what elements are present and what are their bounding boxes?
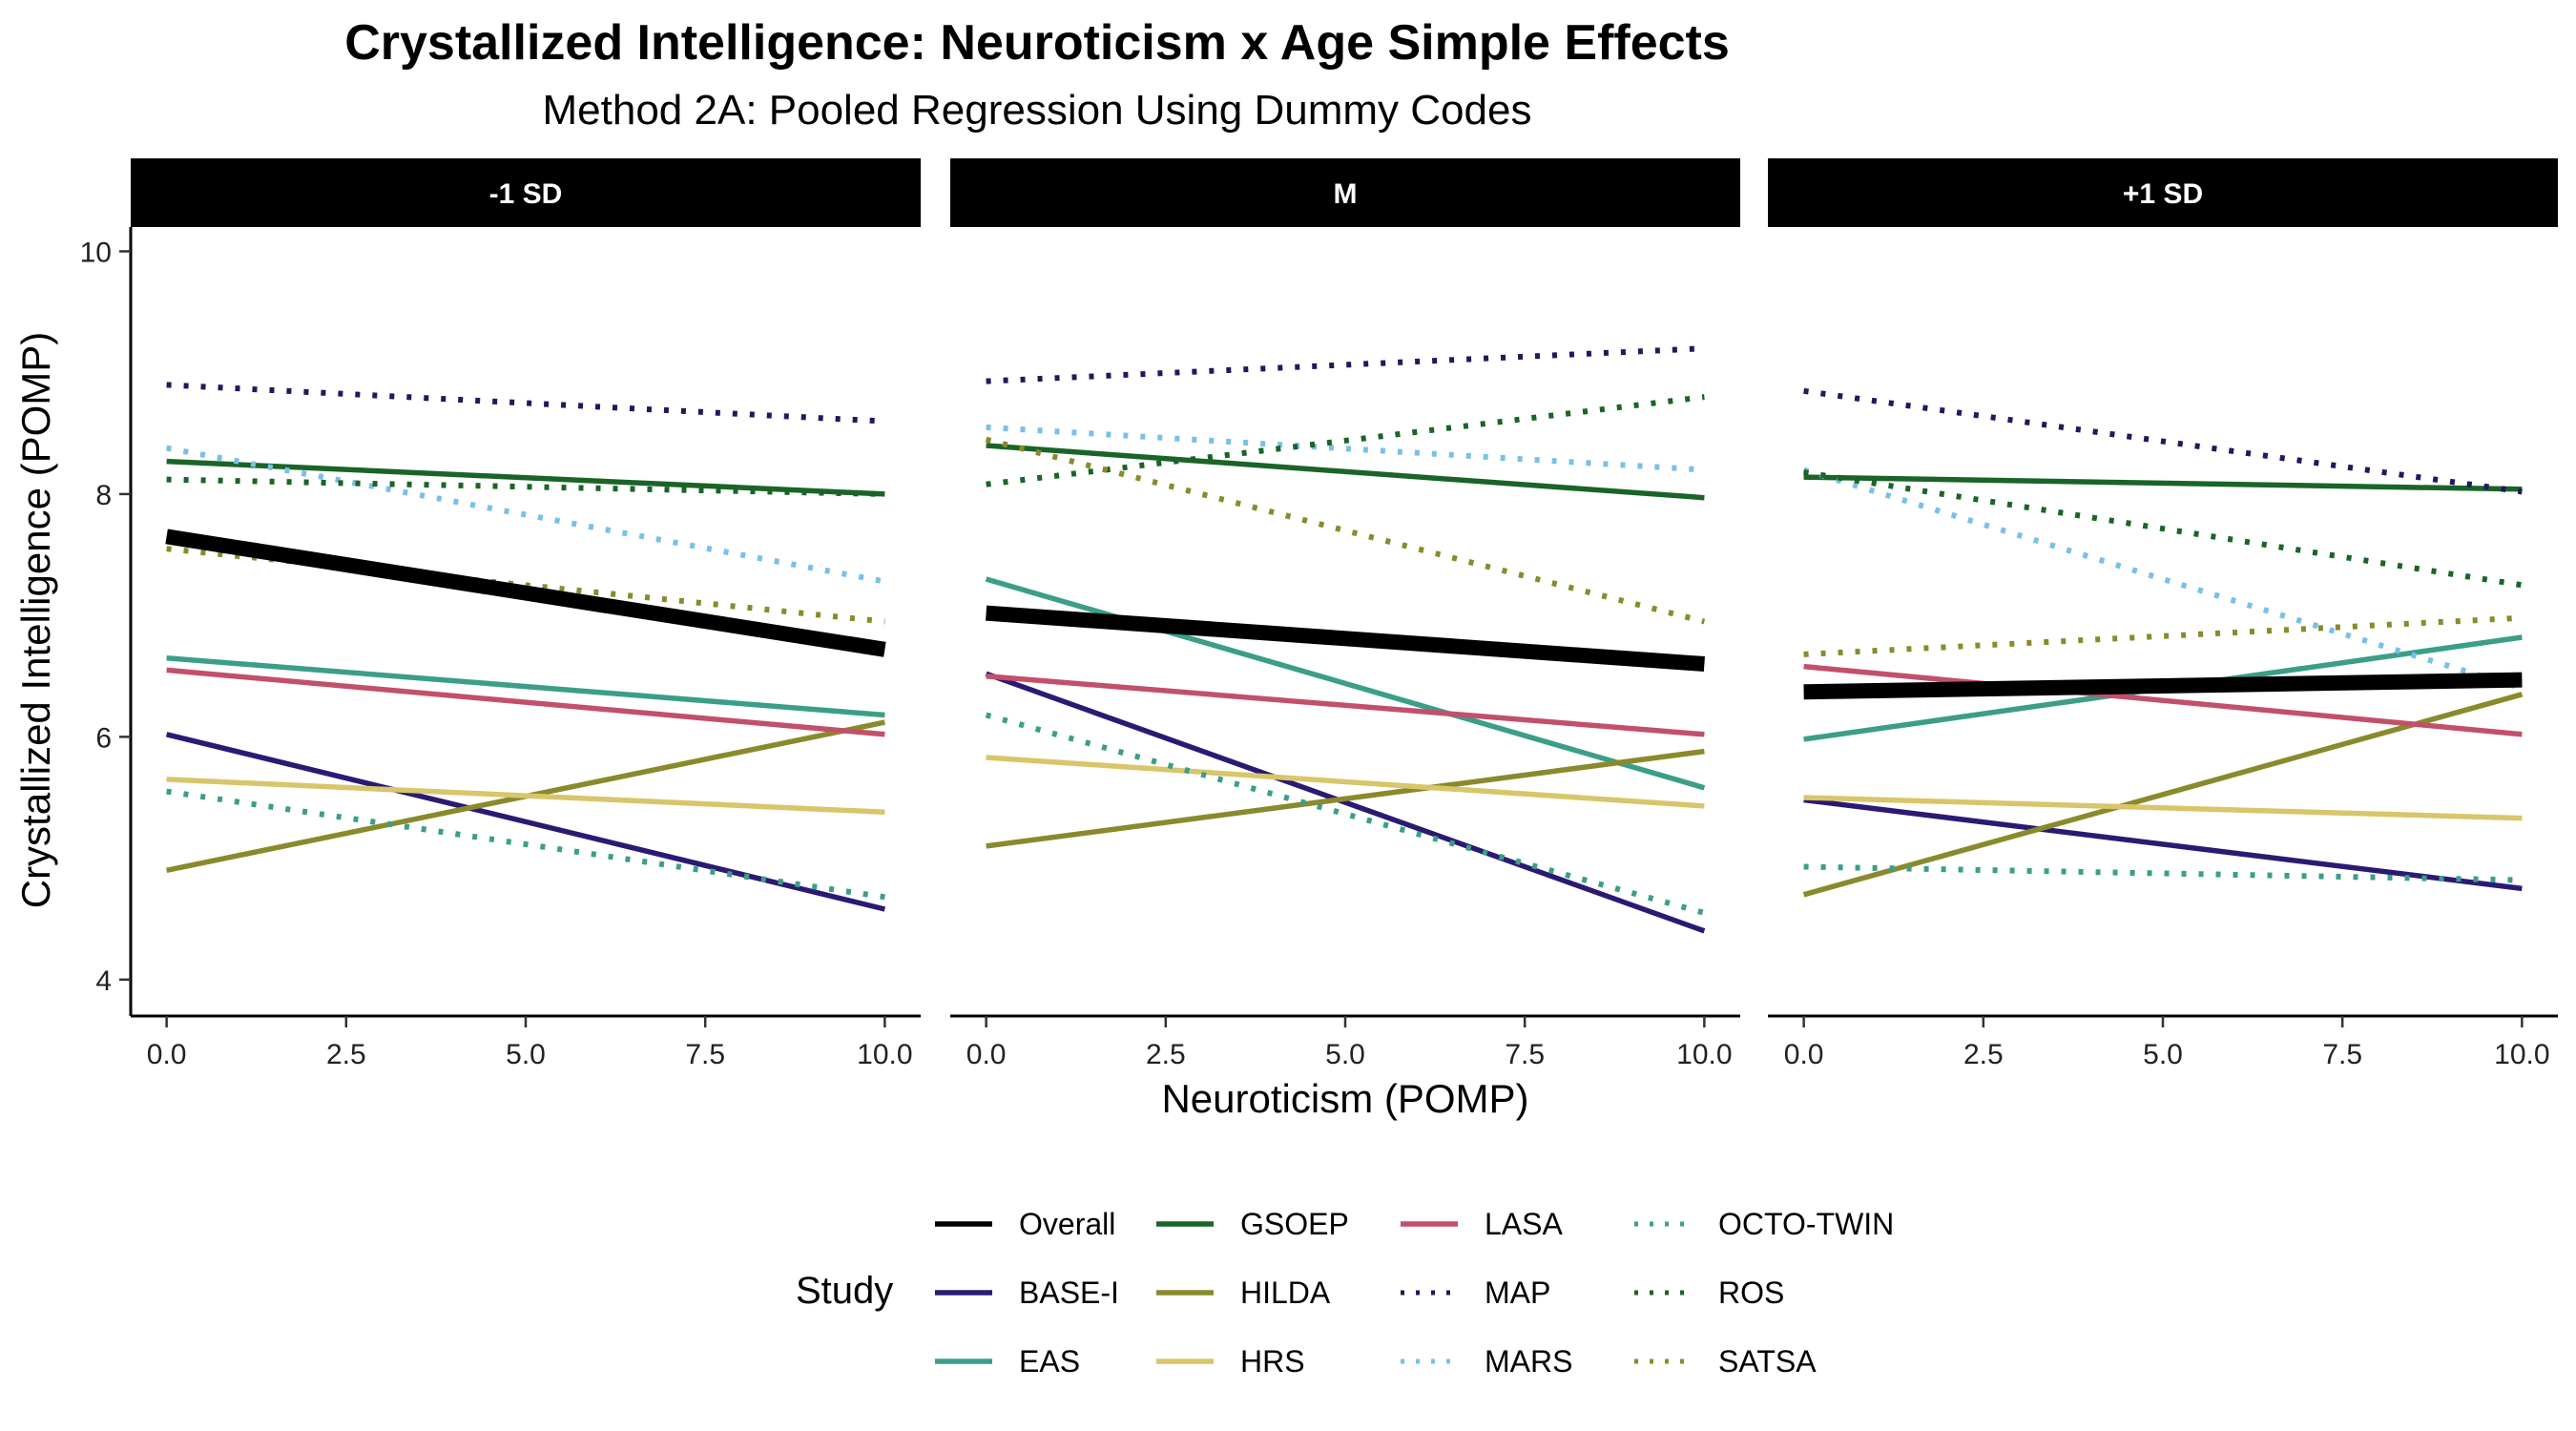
series-line-overall	[1803, 672, 2523, 700]
legend-item-octo-twin: OCTO-TWIN	[1634, 1207, 1894, 1241]
facet-strip-label: M	[1334, 178, 1358, 210]
legend-item-hilda: HILDA	[1156, 1275, 1331, 1310]
legend-item-hrs: HRS	[1156, 1344, 1305, 1379]
x-tick-label: 5.0	[1325, 1039, 1365, 1070]
y-tick-label: 4	[95, 965, 112, 997]
x-axis-title: Neuroticism (POMP)	[1161, 1076, 1528, 1121]
series-line-base-i	[1803, 797, 2523, 892]
panel-1-sd: +1 SD 0.0 2.5 5.0 7.5 10.0	[1768, 158, 2558, 1070]
legend-item-base-i: BASE-I	[935, 1275, 1119, 1310]
chart-title: Crystallized Intelligence: Neuroticism x…	[344, 15, 1730, 71]
series-line-base-i	[985, 671, 1706, 934]
series-line-eas	[166, 654, 885, 718]
series-line-eas	[985, 576, 1706, 791]
y-tick-label: 8	[95, 480, 112, 511]
facet-strip	[950, 158, 1740, 227]
series-line-hilda	[1802, 692, 2524, 898]
x-tick-label: 7.5	[1505, 1039, 1545, 1070]
x-tick-label: 0.0	[966, 1039, 1007, 1070]
series-line-hrs	[166, 777, 885, 816]
legend-item-overall: Overall	[935, 1207, 1115, 1241]
legend-item-eas: EAS	[935, 1344, 1080, 1379]
series-line-satsa	[1803, 614, 2523, 657]
x-tick-label: 2.5	[1146, 1039, 1186, 1070]
x-tick-label: 2.5	[1963, 1039, 2004, 1070]
legend-label-map: MAP	[1485, 1275, 1550, 1310]
x-tick-label: 10.0	[2494, 1039, 2549, 1070]
series-line-lasa	[166, 667, 885, 737]
chart-subtitle: Method 2A: Pooled Regression Using Dummy…	[543, 87, 1532, 134]
facet-strip	[131, 158, 921, 227]
series-line-satsa	[985, 436, 1706, 625]
legend-label-overall: Overall	[1019, 1207, 1115, 1241]
facet-panels: -1 SD 0.0 2.5 5.0 7.5 10.0 4 6 8 10 M 0.0 2.5 5.0 7.5 1…	[80, 158, 2558, 1070]
x-tick-label: 0.0	[1784, 1039, 1824, 1070]
x-tick-label: 10.0	[857, 1039, 912, 1070]
series-line-hrs	[1803, 795, 2523, 821]
x-tick-label: 5.0	[506, 1039, 546, 1070]
legend-item-gsoep: GSOEP	[1156, 1207, 1349, 1241]
legend-label-octo-twin: OCTO-TWIN	[1718, 1207, 1894, 1241]
legend-label-mars: MARS	[1485, 1344, 1572, 1379]
series-line-gsoep	[986, 443, 1705, 501]
legend-label-hrs: HRS	[1240, 1344, 1305, 1379]
legend-item-satsa: SATSA	[1634, 1344, 1817, 1379]
legend-label-ros: ROS	[1718, 1275, 1784, 1310]
x-tick-label: 7.5	[685, 1039, 725, 1070]
series-line-gsoep	[1803, 474, 2523, 492]
legend-item-mars: MARS	[1401, 1344, 1572, 1379]
legend: Study Overall BASE-I EAS GSOEP HILDA HRS LASA M…	[796, 1207, 1894, 1379]
y-axis-title: Crystallized Intelligence (POMP)	[13, 332, 58, 909]
x-tick-label: 0.0	[147, 1039, 187, 1070]
facet-strip-label: +1 SD	[2123, 178, 2203, 210]
series-line-map	[986, 345, 1705, 384]
y-tick-label: 6	[95, 722, 112, 754]
series-line-overall	[986, 605, 1705, 672]
legend-label-hilda: HILDA	[1240, 1275, 1331, 1310]
series-line-octo-twin	[166, 788, 885, 901]
legend-label-base-i: BASE-I	[1019, 1275, 1119, 1310]
panel-m: M 0.0 2.5 5.0 7.5 10.0	[950, 158, 1740, 1070]
legend-item-ros: ROS	[1634, 1275, 1784, 1310]
legend-label-lasa: LASA	[1485, 1207, 1563, 1241]
series-line-mars	[166, 445, 885, 585]
series-line-lasa	[986, 674, 1705, 737]
series-line-mars	[986, 424, 1705, 473]
x-tick-label: 10.0	[1676, 1039, 1732, 1070]
series-line-overall	[165, 529, 886, 657]
x-tick-label: 5.0	[2143, 1039, 2183, 1070]
panel-1-sd: -1 SD 0.0 2.5 5.0 7.5 10.0 4 6 8 10	[80, 158, 921, 1070]
series-line-octo-twin	[985, 712, 1706, 916]
legend-item-lasa: LASA	[1401, 1207, 1563, 1241]
series-line-ros	[1803, 469, 2523, 589]
series-line-gsoep	[166, 458, 885, 497]
series-line-base-i	[165, 732, 886, 912]
legend-title: Study	[796, 1270, 893, 1312]
x-tick-label: 7.5	[2322, 1039, 2362, 1070]
series-line-hrs	[986, 755, 1705, 809]
facet-strip-label: -1 SD	[489, 178, 563, 210]
legend-label-satsa: SATSA	[1718, 1344, 1817, 1379]
series-line-map	[1803, 387, 2523, 495]
x-tick-label: 2.5	[326, 1039, 366, 1070]
facet-strip	[1768, 158, 2558, 227]
series-line-mars	[1802, 467, 2524, 692]
y-tick-label: 10	[80, 237, 112, 268]
legend-label-gsoep: GSOEP	[1240, 1207, 1349, 1241]
legend-label-eas: EAS	[1019, 1344, 1080, 1379]
legend-item-map: MAP	[1401, 1275, 1550, 1310]
series-line-map	[166, 382, 885, 425]
series-line-hilda	[986, 748, 1705, 849]
series-line-lasa	[1803, 663, 2523, 737]
